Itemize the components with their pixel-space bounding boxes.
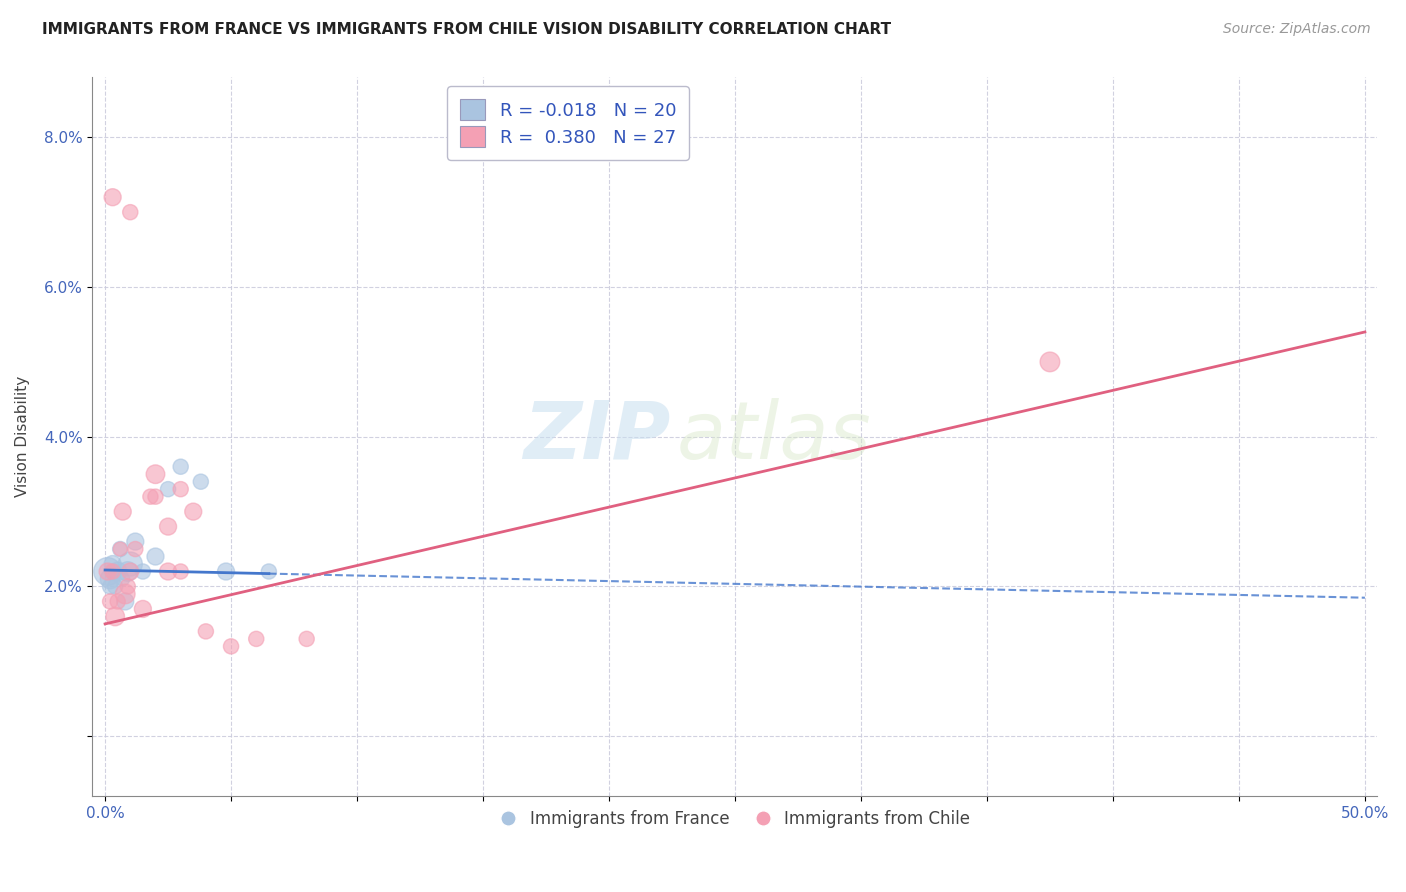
Point <box>145 490 167 504</box>
Point <box>117 579 139 593</box>
Point <box>97 565 120 579</box>
Point <box>245 632 267 646</box>
Point <box>157 482 180 496</box>
Point <box>295 632 318 646</box>
Legend: Immigrants from France, Immigrants from Chile: Immigrants from France, Immigrants from … <box>494 803 977 835</box>
Point <box>181 505 204 519</box>
Point <box>1039 355 1062 369</box>
Point <box>157 519 180 533</box>
Point <box>120 205 142 219</box>
Text: atlas: atlas <box>678 398 872 475</box>
Point <box>124 534 146 549</box>
Point <box>170 565 193 579</box>
Point <box>98 594 121 608</box>
Y-axis label: Vision Disability: Vision Disability <box>15 376 30 498</box>
Point <box>104 579 127 593</box>
Point <box>117 565 139 579</box>
Point <box>107 565 129 579</box>
Text: Source: ZipAtlas.com: Source: ZipAtlas.com <box>1223 22 1371 37</box>
Point <box>139 490 162 504</box>
Point <box>111 572 134 586</box>
Point <box>101 565 124 579</box>
Point <box>101 557 124 571</box>
Point <box>132 602 155 616</box>
Point <box>194 624 217 639</box>
Point <box>170 459 193 474</box>
Point <box>120 557 142 571</box>
Point <box>257 565 280 579</box>
Text: ZIP: ZIP <box>523 398 671 475</box>
Point <box>104 609 127 624</box>
Text: IMMIGRANTS FROM FRANCE VS IMMIGRANTS FROM CHILE VISION DISABILITY CORRELATION CH: IMMIGRANTS FROM FRANCE VS IMMIGRANTS FRO… <box>42 22 891 37</box>
Point <box>101 565 124 579</box>
Point <box>114 594 136 608</box>
Point <box>145 467 167 482</box>
Point <box>107 594 129 608</box>
Point <box>219 640 242 654</box>
Point <box>120 565 142 579</box>
Point <box>145 549 167 564</box>
Point <box>215 565 238 579</box>
Point <box>101 190 124 204</box>
Point <box>98 572 121 586</box>
Point <box>190 475 212 489</box>
Point <box>108 542 131 557</box>
Point <box>114 587 136 601</box>
Point <box>157 565 180 579</box>
Point <box>124 542 146 557</box>
Point <box>98 579 121 593</box>
Point <box>170 482 193 496</box>
Point <box>108 542 131 557</box>
Point <box>111 505 134 519</box>
Point <box>97 565 120 579</box>
Point <box>132 565 155 579</box>
